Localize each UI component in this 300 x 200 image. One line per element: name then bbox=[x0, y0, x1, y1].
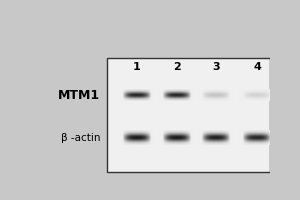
Text: β -actin: β -actin bbox=[61, 133, 100, 143]
Text: 4: 4 bbox=[253, 62, 261, 72]
Text: 1: 1 bbox=[133, 62, 140, 72]
Text: MTM1: MTM1 bbox=[58, 89, 100, 102]
FancyBboxPatch shape bbox=[107, 58, 270, 172]
Text: 2: 2 bbox=[173, 62, 181, 72]
Text: 3: 3 bbox=[212, 62, 220, 72]
